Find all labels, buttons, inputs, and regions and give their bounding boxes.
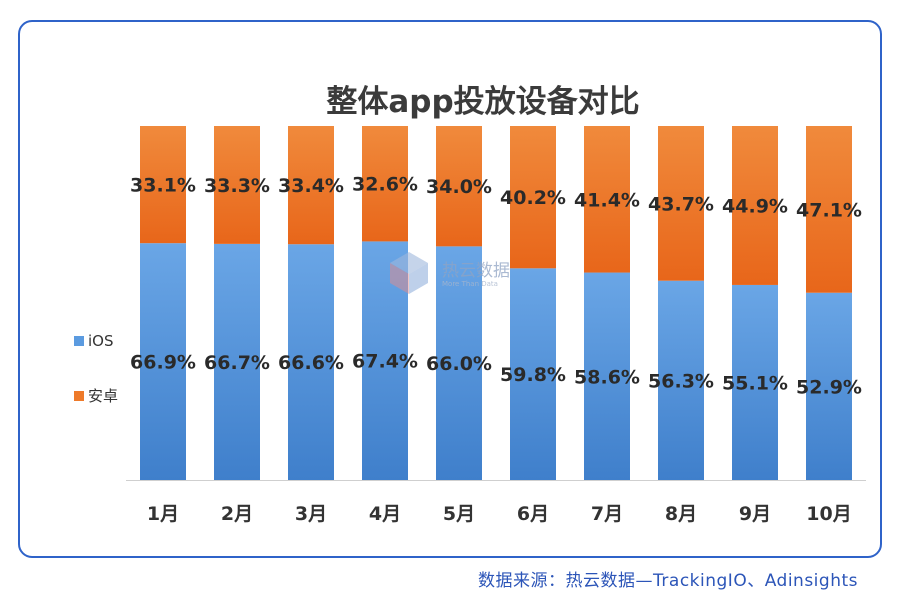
bar-android-9 bbox=[732, 126, 778, 285]
bar-android-3 bbox=[288, 126, 334, 245]
bar-android-6 bbox=[510, 126, 556, 269]
data-label-ios-6: 59.8% bbox=[500, 364, 566, 386]
chart-title: 整体app投放设备对比 bbox=[326, 84, 639, 120]
x-tick-label-10: 10月 bbox=[806, 503, 851, 525]
x-tick-label-9: 9月 bbox=[739, 503, 771, 525]
data-label-android-9: 44.9% bbox=[722, 195, 788, 217]
data-label-ios-3: 66.6% bbox=[278, 352, 344, 374]
x-tick-label-8: 8月 bbox=[665, 503, 697, 525]
data-label-android-2: 33.3% bbox=[204, 175, 270, 197]
bar-android-1 bbox=[140, 126, 186, 244]
bar-android-5 bbox=[436, 126, 482, 247]
bar-android-2 bbox=[214, 126, 260, 244]
stacked-bar-chart: 整体app投放设备对比 66.9% 33.1% 66.7% 33.3% 66.6% 33.… bbox=[74, 84, 866, 525]
bar-ios-8 bbox=[658, 280, 704, 480]
data-label-ios-5: 66.0% bbox=[426, 353, 492, 375]
watermark: 热云数据 More Than Data bbox=[384, 248, 534, 298]
bar-ios-7 bbox=[584, 272, 630, 480]
chart-frame: 整体app投放设备对比 66.9% 33.1% 66.7% 33.3% 66.6% 33.… bbox=[18, 20, 882, 558]
data-label-ios-4: 67.4% bbox=[352, 351, 418, 373]
data-label-ios-1: 66.9% bbox=[130, 352, 196, 374]
data-label-ios-10: 52.9% bbox=[796, 376, 862, 398]
x-tick-label-1: 1月 bbox=[147, 503, 179, 525]
bar-android-10 bbox=[806, 126, 852, 293]
data-label-android-5: 34.0% bbox=[426, 176, 492, 198]
data-label-android-1: 33.1% bbox=[130, 175, 196, 197]
legend-label-android: 安卓 bbox=[88, 387, 118, 405]
data-label-android-10: 47.1% bbox=[796, 199, 862, 221]
bar-ios-5 bbox=[436, 246, 482, 480]
data-label-ios-9: 55.1% bbox=[722, 372, 788, 394]
cube-logo-icon bbox=[390, 252, 428, 294]
bar-android-4 bbox=[362, 126, 408, 242]
bar-android-7 bbox=[584, 126, 630, 273]
data-label-ios-7: 58.6% bbox=[574, 366, 640, 388]
data-label-android-7: 41.4% bbox=[574, 189, 640, 211]
data-label-android-3: 33.4% bbox=[278, 175, 344, 197]
bar-ios-9 bbox=[732, 284, 778, 480]
x-tick-label-3: 3月 bbox=[295, 503, 327, 525]
x-tick-label-4: 4月 bbox=[369, 503, 401, 525]
bar-ios-1 bbox=[140, 243, 186, 480]
data-label-android-8: 43.7% bbox=[648, 193, 714, 215]
x-tick-label-5: 5月 bbox=[443, 503, 475, 525]
legend-swatch-android bbox=[74, 391, 84, 401]
data-label-android-4: 32.6% bbox=[352, 174, 418, 196]
legend-label-ios: iOS bbox=[88, 332, 114, 350]
x-tick-label-7: 7月 bbox=[591, 503, 623, 525]
data-label-ios-8: 56.3% bbox=[648, 370, 714, 392]
x-tick-label-6: 6月 bbox=[517, 503, 549, 525]
bar-android-8 bbox=[658, 126, 704, 281]
data-label-ios-2: 66.7% bbox=[204, 352, 270, 374]
watermark-name: 热云数据 bbox=[442, 261, 510, 281]
watermark-tagline: More Than Data bbox=[442, 280, 498, 288]
bar-ios-6 bbox=[510, 268, 556, 480]
source-note: 数据来源：热云数据—TrackingIO、Adinsights bbox=[478, 571, 858, 591]
chart-area: 整体app投放设备对比 66.9% 33.1% 66.7% 33.3% 66.6% 33.… bbox=[66, 66, 872, 552]
x-tick-label-2: 2月 bbox=[221, 503, 253, 525]
bar-ios-2 bbox=[214, 243, 260, 480]
bar-ios-10 bbox=[806, 292, 852, 480]
data-label-android-6: 40.2% bbox=[500, 187, 566, 209]
bar-ios-3 bbox=[288, 244, 334, 480]
legend-swatch-ios bbox=[74, 336, 84, 346]
